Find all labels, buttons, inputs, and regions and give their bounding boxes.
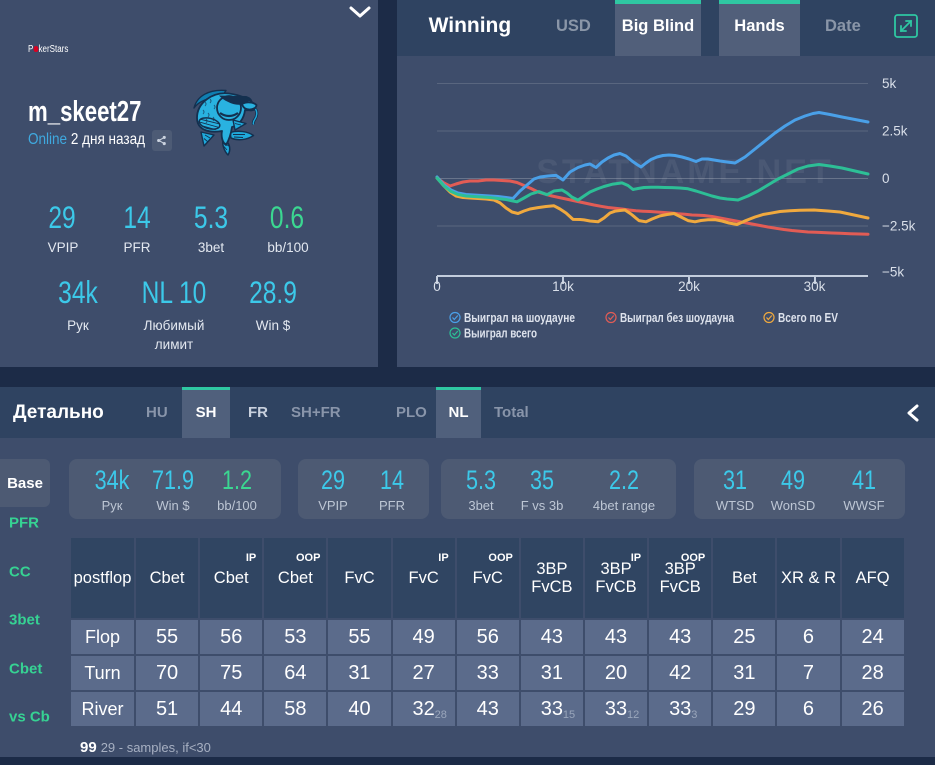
svg-text:0: 0 xyxy=(433,279,441,294)
svg-text:5k: 5k xyxy=(882,76,897,91)
svg-text:0: 0 xyxy=(882,171,890,186)
svg-text:Выиграл без шоудауна: Выиграл без шоудауна xyxy=(620,310,734,325)
svg-text:−2.5k: −2.5k xyxy=(882,219,916,234)
svg-text:30k: 30k xyxy=(804,279,826,294)
svg-text:10k: 10k xyxy=(552,279,574,294)
svg-text:2.5k: 2.5k xyxy=(882,124,908,139)
svg-text:Выиграл на шоудауне: Выиграл на шоудауне xyxy=(464,310,575,325)
svg-text:−5k: −5k xyxy=(882,265,904,280)
svg-text:Выиграл всего: Выиграл всего xyxy=(464,326,537,341)
svg-text:Всего по EV: Всего по EV xyxy=(778,310,838,325)
svg-text:STATNAME.NET: STATNAME.NET xyxy=(536,153,833,191)
svg-text:20k: 20k xyxy=(678,279,700,294)
